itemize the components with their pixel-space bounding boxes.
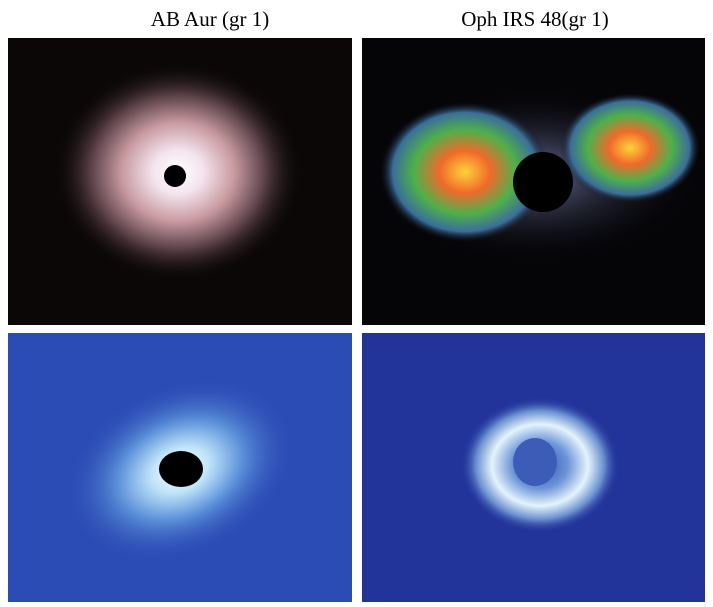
panel-label: AB Aur (gr 1) xyxy=(151,7,269,31)
panel-label: Oph IRS 48(gr 1) xyxy=(461,7,609,31)
image-oph-bottom xyxy=(362,333,705,602)
image-ab-aur-top xyxy=(8,38,352,325)
figure: AB Aur (gr 1) Oph IRS 48(gr 1) xyxy=(0,0,713,607)
image-oph-top xyxy=(362,38,705,325)
image-ab-aur-bottom xyxy=(8,333,352,602)
